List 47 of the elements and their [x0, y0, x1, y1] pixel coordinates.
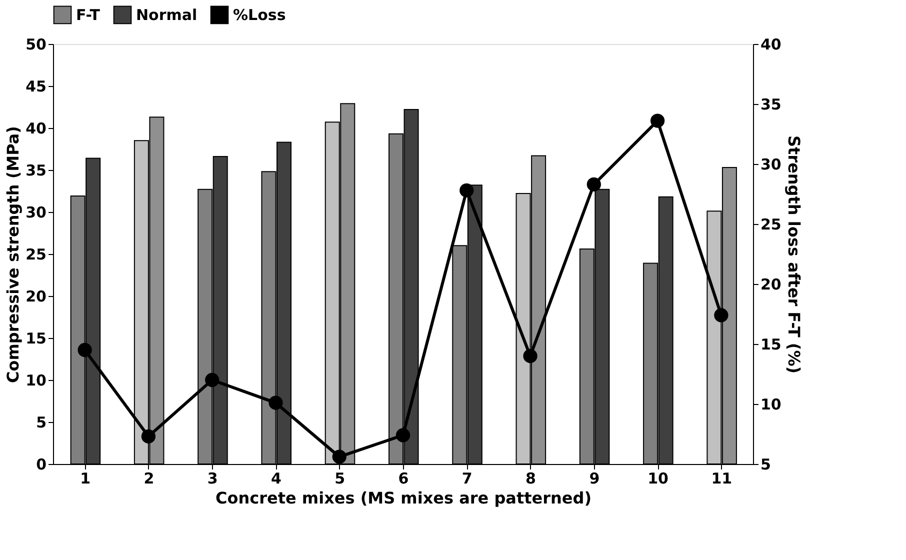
y-tick-label: 40: [26, 120, 46, 138]
y-tick-label: 15: [26, 330, 46, 348]
point: [78, 342, 92, 358]
y-tick-label: 50: [26, 36, 46, 54]
x-tick-label: 6: [398, 470, 409, 488]
y2-tick-label: 35: [760, 96, 782, 114]
y-tick-label: 30: [26, 204, 46, 222]
point: [650, 114, 665, 128]
x-tick-label: 4: [271, 470, 282, 488]
y-tick-label: 25: [26, 246, 46, 264]
y2-tick-label: 25: [760, 216, 782, 234]
x-tick-label: 2: [144, 470, 154, 488]
y2-tick-label: 10: [760, 396, 782, 414]
point: [460, 183, 474, 198]
x-tick-label: 10: [648, 470, 668, 488]
y2-tick-label: 20: [760, 276, 782, 294]
point: [205, 372, 220, 388]
y2-tick-label: 40: [760, 36, 782, 54]
y2-tick-label: 5: [760, 456, 771, 474]
y-tick-label: 10: [26, 372, 46, 390]
x-axis-title: Concrete mixes (MS mixes are patterned): [216, 488, 592, 508]
point: [523, 348, 538, 364]
x-tick-label: 7: [462, 470, 472, 488]
x-tick-label: 1: [80, 470, 91, 488]
x-tick-label: 9: [589, 470, 600, 488]
point: [141, 429, 156, 444]
y-tick-label: 0: [36, 456, 46, 474]
point: [396, 428, 410, 442]
y2-axis-title: Strength loss after F-T (%): [784, 135, 804, 374]
x-tick-label: 5: [334, 470, 346, 488]
point: [332, 450, 346, 464]
y2-tick-label: 15: [760, 336, 782, 354]
point: [714, 308, 728, 322]
legend-label: Normal: [136, 6, 198, 24]
x-tick-label: 8: [526, 470, 536, 488]
legend-label: F-T: [76, 6, 101, 24]
x-tick-label: 11: [711, 470, 732, 488]
y-tick-label: 20: [26, 288, 46, 306]
y-tick-label: 35: [26, 162, 46, 180]
y-tick-label: 45: [26, 78, 46, 96]
y2-tick-label: 30: [760, 156, 782, 174]
point: [268, 396, 283, 410]
x-tick-label: 3: [207, 470, 218, 488]
point: [586, 177, 601, 192]
legend-label: %Loss: [233, 6, 286, 24]
y-axis-title: Compressive strength (MPa): [4, 126, 23, 383]
y-tick-label: 5: [36, 414, 46, 432]
